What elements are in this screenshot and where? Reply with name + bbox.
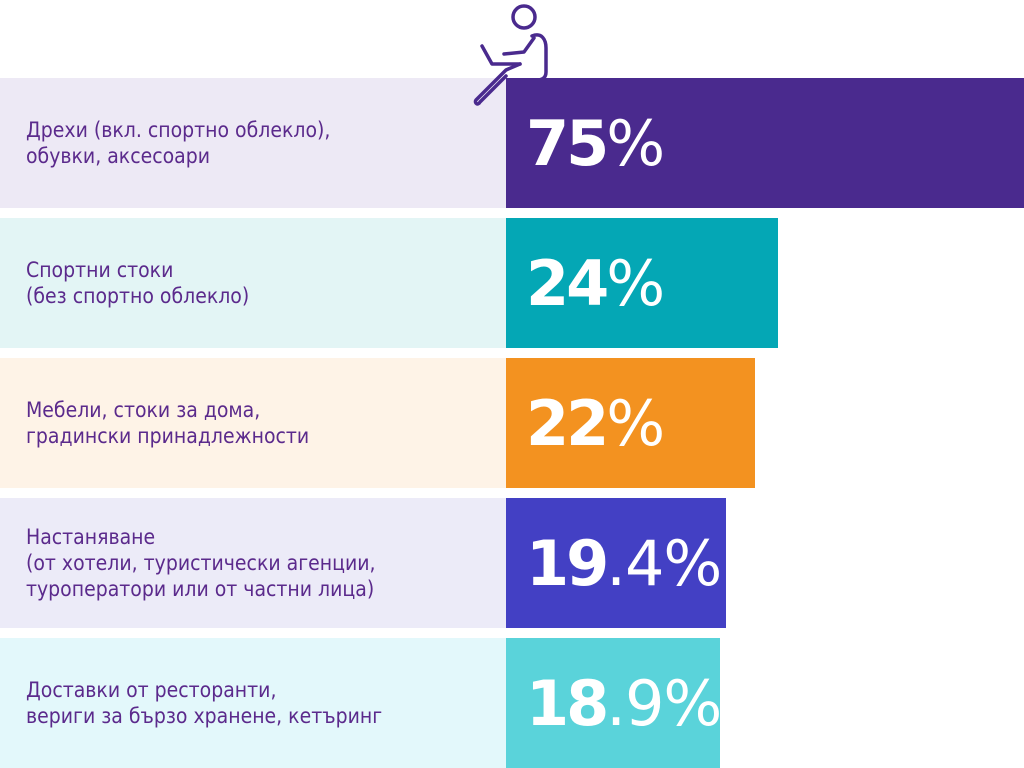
person-with-laptop-icon [473,4,548,106]
category-label: Дрехи (вкл. спортно облекло), обувки, ак… [26,118,331,168]
value-integer: 24 [526,246,609,320]
value-label: 19.4% [526,498,722,628]
bar-row: Спортни стоки (без спортно облекло) 24% [0,218,1024,348]
label-background [0,358,506,488]
value-fraction: .9% [606,666,722,740]
bar [506,498,726,628]
value-integer: 22 [526,386,609,460]
bar [506,218,778,348]
label-background [0,78,506,208]
value-label: 18.9% [526,638,722,768]
bar [506,78,1024,208]
category-label: Мебели, стоки за дома, градински принадл… [26,398,310,448]
category-label: Спортни стоки (без спортно облекло) [26,258,250,308]
value-integer: 19 [526,526,609,600]
label-background [0,498,506,628]
bar-row: Мебели, стоки за дома, градински принадл… [0,358,1024,488]
value-fraction: % [606,386,665,460]
bar-row: Настаняване (от хотели, туристически аге… [0,498,1024,628]
category-label: Настаняване (от хотели, туристически аге… [26,525,376,601]
value-label: 22% [526,358,665,488]
label-background [0,218,506,348]
value-integer: 75 [526,106,609,180]
value-fraction: % [606,106,665,180]
value-label: 24% [526,218,665,348]
value-fraction: % [606,246,665,320]
value-fraction: .4% [606,526,722,600]
bar-row: Доставки от ресторанти, вериги за бързо … [0,638,1024,768]
value-integer: 18 [526,666,609,740]
label-background [0,638,506,768]
bar [506,638,721,768]
category-label: Доставки от ресторанти, вериги за бързо … [26,678,383,728]
bar [506,358,756,488]
value-label: 75% [526,78,665,208]
bar-row: Дрехи (вкл. спортно облекло), обувки, ак… [0,78,1024,208]
